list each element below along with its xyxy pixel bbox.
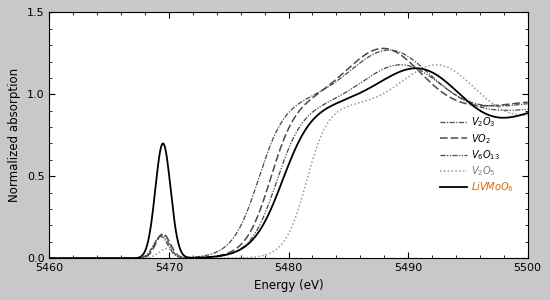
Line: $VO_2$: $VO_2$ [50,48,527,258]
$V_2O_3$ [510,103,516,107]
$VO_2$ [524,100,531,104]
$LiVMoO_6$ [46,256,53,260]
$VO_2$ [251,223,257,226]
$V_6O_{13}$ [486,107,493,111]
$VO_2$ [510,102,516,106]
$V_6O_{13}$ [393,63,400,67]
$V_2O_5$ [486,99,493,103]
$V_2O_5$ [273,248,280,251]
$V_2O_3$ [486,104,493,108]
$V_2O_5$ [251,255,257,259]
Line: $LiVMoO_6$: $LiVMoO_6$ [50,68,527,258]
$LiVMoO_6$ [251,236,257,240]
Line: $V_6O_{13}$: $V_6O_{13}$ [50,65,527,258]
$LiVMoO_6$ [412,67,419,70]
$LiVMoO_6$ [247,240,254,244]
X-axis label: Energy (eV): Energy (eV) [254,279,323,292]
$V_6O_{13}$ [247,238,254,242]
$LiVMoO_6$ [524,111,531,115]
$V_2O_3$ [394,50,400,53]
$V_6O_{13}$ [524,107,531,111]
$V_6O_{13}$ [251,233,257,236]
$V_6O_{13}$ [510,108,516,112]
$V_2O_5$ [247,256,254,259]
$V_2O_3$ [46,256,53,260]
$V_6O_{13}$ [397,63,404,67]
$VO_2$ [486,104,493,107]
$VO_2$ [379,46,386,50]
$V_2O_5$ [46,256,53,260]
$V_2O_5$ [510,112,516,116]
$V_2O_3$ [524,102,531,106]
$VO_2$ [273,158,280,161]
Line: $V_2O_3$: $V_2O_3$ [50,50,527,258]
$LiVMoO_6$ [393,71,400,75]
$LiVMoO_6$ [510,115,516,119]
$LiVMoO_6$ [486,113,493,117]
$V_2O_3$ [247,201,254,205]
$V_6O_{13}$ [46,256,53,260]
Legend: $V_2O_3$, $VO_2$, $V_6O_{13}$, $V_2O_5$, $LiVMoO_6$: $V_2O_3$, $VO_2$, $V_6O_{13}$, $V_2O_5$,… [436,112,518,198]
$V_2O_3$ [251,190,257,194]
Y-axis label: Normalized absorption: Normalized absorption [8,68,21,202]
$V_2O_5$ [433,63,439,67]
$V_6O_{13}$ [273,180,280,183]
$V_2O_5$ [524,114,531,117]
$V_2O_3$ [386,48,392,52]
$LiVMoO_6$ [273,194,280,197]
Line: $V_2O_5$: $V_2O_5$ [50,65,527,258]
$VO_2$ [394,51,400,54]
$V_2O_5$ [393,83,400,87]
$VO_2$ [46,256,53,260]
$VO_2$ [247,230,254,234]
$V_2O_3$ [273,129,280,133]
